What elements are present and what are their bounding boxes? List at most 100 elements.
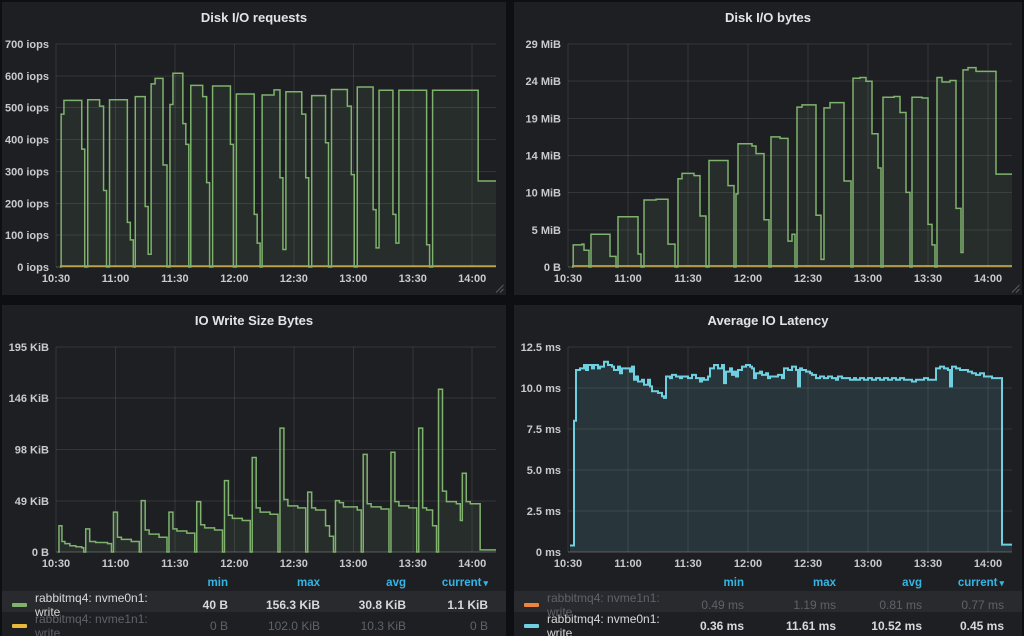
legend-stat-current: 1.1 KiB [447, 598, 488, 612]
y-tick-label: 10.0 ms [521, 383, 561, 395]
disk-io-requests-chart[interactable]: 0 iops 100 iops 200 iops 300 iops 400 iops 50… [2, 32, 506, 295]
x-tick-label: 12:30 [794, 558, 822, 570]
y-tick-label: 146 KiB [9, 393, 49, 405]
legend-series-toggle[interactable]: rabbitmq4: nvme1n1: write [524, 591, 668, 619]
panel-average-io-latency: Average IO Latency 0 ms 2.5 ms 5.0 ms 7.5 m… [514, 305, 1022, 636]
x-tick-label: 13:30 [399, 273, 427, 285]
series-color-swatch-icon[interactable] [524, 624, 539, 628]
x-tick-label: 12:30 [280, 558, 308, 570]
x-tick-label: 11:00 [614, 273, 642, 285]
panel-disk-io-requests: Disk I/O requests 0 iops 100 iops 200 iops… [2, 2, 506, 295]
legend-series-toggle[interactable]: rabbitmq4: nvme0n1: write [524, 612, 668, 636]
y-tick-label: 49 KiB [15, 496, 49, 508]
x-tick-label: 12:30 [794, 273, 822, 285]
x-tick-label: 14:00 [974, 558, 1002, 570]
panel-title[interactable]: IO Write Size Bytes [194, 312, 314, 328]
legend-stat-avg: 30.8 KiB [358, 598, 406, 612]
y-tick-label: 19 MiB [526, 113, 562, 125]
legend-table: min max avg current ▾ rabbitmq4: nvme0n1: wri… [2, 574, 506, 636]
legend-series-row: rabbitmq4: nvme1n1: write 0.49 ms 1.19 ms 0… [514, 591, 1022, 619]
x-tick-label: 13:30 [914, 273, 942, 285]
y-tick-label: 98 KiB [15, 444, 49, 456]
y-tick-label: 10 MiB [526, 188, 562, 200]
x-tick-label: 10:30 [554, 558, 582, 570]
y-tick-label: 7.5 ms [527, 424, 561, 436]
y-tick-label: 24 MiB [526, 76, 562, 88]
panel-title[interactable]: Average IO Latency [707, 312, 829, 328]
io-write-size-chart[interactable]: 0 B 49 KiB 98 KiB 146 KiB 195 KiB 10:30 11:00 1… [2, 335, 506, 572]
legend-stat-min: 0.49 ms [701, 598, 744, 612]
legend-sort-max[interactable]: max [812, 576, 836, 589]
x-tick-label: 11:00 [102, 558, 130, 570]
panel-resize-handle[interactable] [495, 284, 504, 293]
y-tick-label: 0 B [544, 262, 561, 274]
x-tick-label: 11:30 [674, 558, 702, 570]
x-tick-label: 13:00 [339, 558, 367, 570]
panel-title[interactable]: Disk I/O bytes [725, 9, 811, 25]
series-color-swatch-icon[interactable] [524, 603, 539, 607]
panel-title[interactable]: Disk I/O requests [200, 9, 308, 25]
legend-stat-current: 0 B [469, 619, 488, 633]
series-name: rabbitmq4: nvme1n1: write [547, 591, 660, 619]
legend-sort-current[interactable]: current ▾ [957, 576, 1004, 589]
x-tick-label: 13:00 [854, 558, 882, 570]
legend-stat-max: 11.61 ms [785, 619, 836, 633]
legend-stat-min: 0.36 ms [699, 619, 744, 633]
x-tick-label: 12:00 [220, 273, 248, 285]
legend-stat-avg: 10.3 KiB [360, 619, 406, 633]
y-tick-label: 0 B [32, 547, 49, 559]
legend-series-toggle[interactable]: rabbitmq4: nvme0n1: write [12, 591, 152, 619]
series-color-swatch-icon[interactable] [12, 603, 27, 607]
legend-stat-current: 0.45 ms [959, 619, 1004, 633]
x-tick-label: 12:30 [280, 273, 308, 285]
legend-header-row: min max avg current ▾ [514, 574, 1022, 591]
legend-stat-max: 1.19 ms [793, 598, 836, 612]
legend-series-row: rabbitmq4: nvme1n1: write 0 B 102.0 KiB 10.… [2, 612, 506, 636]
x-tick-label: 14:00 [974, 273, 1002, 285]
x-tick-label: 12:00 [734, 273, 762, 285]
legend-series-toggle[interactable]: rabbitmq4: nvme1n1: write [12, 612, 152, 636]
legend-stat-max: 102.0 KiB [267, 619, 320, 633]
average-io-latency-chart[interactable]: 0 ms 2.5 ms 5.0 ms 7.5 ms 10.0 ms 12.5 ms 10:3… [514, 335, 1022, 572]
x-tick-label: 12:00 [734, 558, 762, 570]
legend-series-row: rabbitmq4: nvme0n1: write 0.36 ms 11.61 ms… [514, 612, 1022, 636]
legend-sort-avg[interactable]: avg [386, 576, 406, 589]
x-tick-label: 13:30 [399, 558, 427, 570]
legend-sort-current[interactable]: current ▾ [441, 576, 488, 589]
x-tick-label: 13:00 [854, 273, 882, 285]
legend-stat-min: 0 B [209, 619, 228, 633]
sort-caret-icon: ▾ [483, 577, 488, 588]
y-tick-label: 700 iops [5, 39, 49, 51]
x-tick-label: 13:00 [339, 273, 367, 285]
legend-series-row: rabbitmq4: nvme0n1: write 40 B 156.3 KiB 30… [2, 591, 506, 619]
x-tick-label: 13:30 [914, 558, 942, 570]
x-tick-label: 11:30 [161, 558, 189, 570]
legend-header-row: min max avg current ▾ [2, 574, 506, 591]
series-color-swatch-icon[interactable] [12, 624, 27, 628]
legend-stat-min: 40 B [202, 598, 228, 612]
series-name: rabbitmq4: nvme1n1: write [35, 612, 148, 636]
x-tick-label: 10:30 [42, 273, 70, 285]
y-tick-label: 14 MiB [526, 151, 562, 163]
y-tick-label: 2.5 ms [527, 506, 561, 518]
x-tick-label: 11:00 [614, 558, 642, 570]
legend-stat-avg: 10.52 ms [871, 619, 922, 633]
y-tick-label: 100 iops [5, 230, 49, 242]
y-tick-label: 500 iops [5, 103, 49, 115]
y-tick-label: 5 MiB [532, 225, 561, 237]
x-tick-label: 11:00 [102, 273, 130, 285]
legend-sort-avg[interactable]: avg [902, 576, 922, 589]
x-tick-label: 12:00 [220, 558, 248, 570]
legend-sort-min[interactable]: min [207, 576, 228, 589]
x-tick-label: 11:30 [674, 273, 702, 285]
y-tick-label: 5.0 ms [527, 465, 561, 477]
panel-resize-handle[interactable] [1011, 284, 1020, 293]
legend-sort-min[interactable]: min [723, 576, 744, 589]
series-name: rabbitmq4: nvme0n1: write [547, 612, 660, 636]
disk-io-bytes-chart[interactable]: 0 B 5 MiB 10 MiB 14 MiB 19 MiB 24 MiB 29 MiB 10… [514, 32, 1022, 295]
y-tick-label: 600 iops [5, 71, 49, 83]
y-tick-label: 200 iops [5, 198, 49, 210]
legend-sort-max[interactable]: max [296, 576, 320, 589]
y-tick-label: 0 ms [536, 547, 561, 559]
